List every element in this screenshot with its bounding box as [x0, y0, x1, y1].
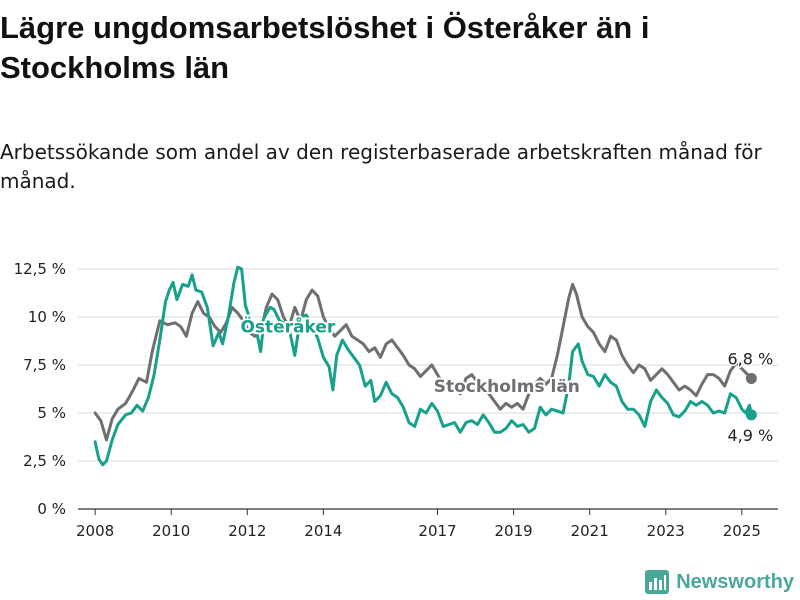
x-tick-label: 2019 — [495, 522, 533, 540]
x-tick-label: 2017 — [418, 522, 456, 540]
page-title: Lägre ungdomsarbetslöshet i Österåker än… — [0, 10, 650, 85]
x-tick-label: 2014 — [304, 522, 342, 540]
bar-chart-logo-icon — [645, 570, 670, 594]
series-label-osteraker: Österåker — [240, 315, 335, 337]
y-tick-label: 7,5 % — [23, 356, 66, 374]
y-tick-label: 2,5 % — [23, 452, 66, 470]
y-tick-label: 0 % — [37, 500, 66, 518]
y-tick-label: 12,5 % — [14, 260, 66, 278]
series-line-stockholm — [93, 282, 753, 442]
series-end-label: 4,9 % — [728, 426, 774, 445]
y-tick-label: 5 % — [37, 404, 66, 422]
chart-subtitle: Arbetssökande som andel av den registerb… — [0, 140, 762, 193]
y-tick-label: 10 % — [28, 308, 66, 326]
x-tick-label: 2012 — [228, 522, 266, 540]
series-label-stockholm: Stockholms län — [434, 377, 580, 397]
series-endpoint — [745, 372, 757, 384]
x-tick-label: 2008 — [76, 522, 114, 540]
series-line-osteraker — [93, 265, 753, 467]
brand-logo: Newsworthy — [645, 570, 794, 594]
x-tick-label: 2025 — [723, 522, 761, 540]
series-end-label: 6,8 % — [728, 349, 774, 368]
x-tick-label: 2023 — [647, 522, 685, 540]
x-tick-label: 2010 — [152, 522, 190, 540]
series-endpoint — [745, 409, 757, 421]
x-tick-label: 2021 — [571, 522, 609, 540]
brand-name: Newsworthy — [676, 570, 794, 593]
